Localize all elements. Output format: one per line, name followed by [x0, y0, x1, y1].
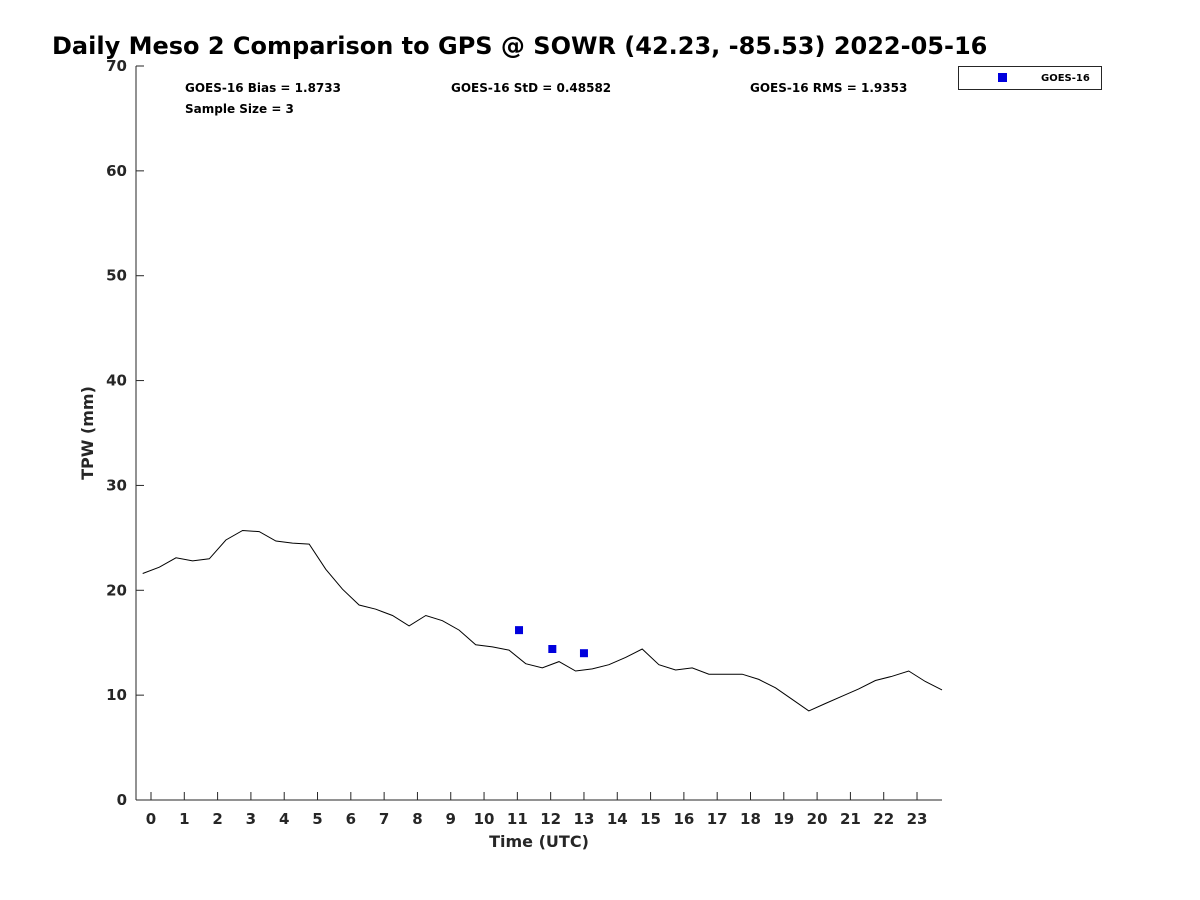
y-tick-label: 60: [106, 162, 127, 180]
y-tick-label: 30: [106, 476, 127, 494]
legend-marker: [998, 73, 1007, 82]
x-tick-label: 6: [346, 810, 356, 828]
legend: GOES-16: [958, 66, 1102, 90]
x-tick-label: 16: [673, 810, 694, 828]
rms-stat: GOES-16 RMS = 1.9353: [750, 81, 907, 95]
x-tick-label: 0: [146, 810, 156, 828]
bias-stat: GOES-16 Bias = 1.8733: [185, 81, 341, 95]
x-tick-label: 17: [707, 810, 728, 828]
x-tick-label: 5: [312, 810, 322, 828]
series-layer: [142, 529, 943, 712]
x-tick-label: 18: [740, 810, 761, 828]
y-tick-label: 20: [106, 581, 127, 599]
stats-annotations: GOES-16 Bias = 1.8733 Sample Size = 3 GO…: [185, 81, 907, 116]
y-tick-label: 50: [106, 267, 127, 285]
x-tick-label: 21: [840, 810, 861, 828]
x-tick-label: 14: [607, 810, 628, 828]
y-axis-label: TPW (mm): [78, 386, 97, 480]
x-tick-label: 7: [379, 810, 389, 828]
std-stat: GOES-16 StD = 0.48582: [451, 81, 611, 95]
x-tick-label: 19: [773, 810, 794, 828]
x-axis-label: Time (UTC): [489, 832, 589, 851]
goes16-point: [515, 626, 524, 635]
x-tick-label: 3: [246, 810, 256, 828]
y-tick-label: 0: [117, 791, 127, 809]
x-tick-label: 8: [412, 810, 422, 828]
x-tick-label: 23: [907, 810, 928, 828]
x-tick-label: 4: [279, 810, 289, 828]
x-ticks: 0 1 2 3 4 5 6 7 8 9 10 11 12 13 14 15 16 17 18 19 20 21 22 23: [146, 792, 928, 828]
x-tick-label: 2: [212, 810, 222, 828]
y-tick-label: 70: [106, 57, 127, 75]
x-tick-label: 20: [807, 810, 828, 828]
x-tick-label: 13: [574, 810, 595, 828]
y-ticks: 0 10 20 30 40 50 60 70: [106, 57, 144, 809]
x-tick-label: 12: [540, 810, 561, 828]
x-tick-label: 10: [474, 810, 495, 828]
x-tick-label: 11: [507, 810, 528, 828]
goes16-point: [579, 649, 588, 658]
y-tick-label: 10: [106, 686, 127, 704]
chart-title: Daily Meso 2 Comparison to GPS @ SOWR (4…: [52, 32, 987, 60]
x-tick-label: 15: [640, 810, 661, 828]
legend-label: GOES-16: [1041, 73, 1090, 84]
x-tick-label: 9: [446, 810, 456, 828]
legend-box: [958, 66, 1102, 90]
y-tick-label: 40: [106, 372, 127, 390]
x-tick-label: 22: [873, 810, 894, 828]
sample-size-stat: Sample Size = 3: [185, 102, 294, 116]
goes16-point: [548, 645, 557, 654]
x-tick-label: 1: [179, 810, 189, 828]
gps-tpw-line: [142, 529, 943, 712]
